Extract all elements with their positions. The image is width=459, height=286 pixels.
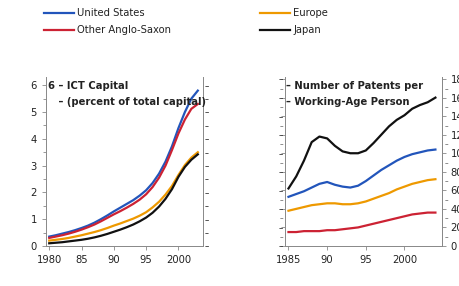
Text: United States: United States	[77, 8, 144, 18]
Text: Other Anglo-Saxon: Other Anglo-Saxon	[77, 25, 170, 35]
Text: 6 – ICT Capital: 6 – ICT Capital	[47, 81, 128, 91]
Text: – Working-Age Person: – Working-Age Person	[285, 98, 409, 108]
Text: Europe: Europe	[292, 8, 327, 18]
Text: Japan: Japan	[292, 25, 320, 35]
Text: – Number of Patents per: – Number of Patents per	[285, 81, 422, 91]
Text: – (percent of total capital): – (percent of total capital)	[47, 98, 205, 108]
